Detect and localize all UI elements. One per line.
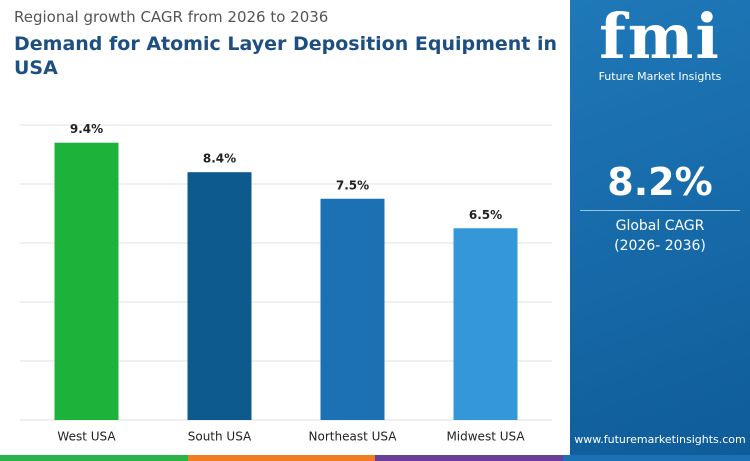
color-strip bbox=[0, 455, 750, 461]
x-tick-label: West USA bbox=[57, 430, 116, 444]
bar bbox=[320, 198, 385, 420]
chart: West USA 9.4% South USA 8.4% Northeast USA 7.… bbox=[20, 122, 552, 444]
value-label: 7.5% bbox=[336, 178, 369, 192]
website: www.futuremarketinsights.com bbox=[574, 433, 746, 446]
logo: fmi bbox=[599, 0, 721, 73]
chart-subtitle: Regional growth CAGR from 2026 to 2036 bbox=[14, 8, 329, 26]
sidebar: fmi Future Market Insights 8.2% Global C… bbox=[570, 0, 750, 455]
bar bbox=[453, 228, 518, 420]
brand: Future Market Insights bbox=[598, 70, 722, 83]
chart-title: Demand for Atomic Layer Deposition Equip… bbox=[14, 33, 558, 79]
stat: 8.2% bbox=[607, 160, 713, 204]
value-label: 9.4% bbox=[70, 122, 103, 136]
stat-label: Global CAGR bbox=[615, 218, 705, 234]
bar bbox=[54, 142, 119, 420]
x-tick-label: Northeast USA bbox=[309, 430, 398, 444]
bar bbox=[187, 172, 252, 420]
stat-period: (2026- 2036) bbox=[614, 238, 706, 254]
x-tick-label: Midwest USA bbox=[446, 430, 525, 444]
x-tick-label: South USA bbox=[188, 430, 252, 444]
divider bbox=[580, 210, 740, 211]
value-label: 6.5% bbox=[469, 208, 502, 222]
value-label: 8.4% bbox=[203, 152, 236, 166]
